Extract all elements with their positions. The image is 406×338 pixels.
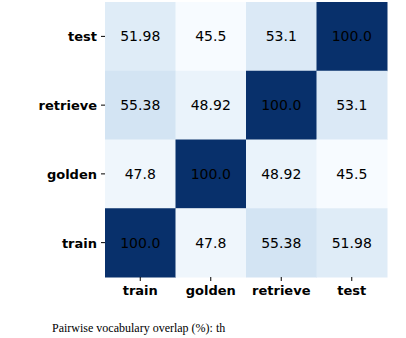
y-tick-label: retrieve [39,98,98,113]
x-tick-label: golden [186,283,236,298]
cell-label: 48.92 [261,166,301,182]
y-tick-label: golden [47,167,97,182]
cells [105,2,388,278]
heatmap-cell [176,140,247,209]
x-tick [140,277,141,281]
caption: Pairwise vocabulary overlap (%): th [52,321,225,335]
chart-svg: 51.98 45.5 53.1 100.0 55.38 48.92 100.0 53.1 47.… [0,0,406,338]
heatmap-cell [176,208,247,277]
cell-label: 53.1 [336,97,367,113]
heatmap-cell [176,2,247,71]
cell-label: 100.0 [191,166,231,182]
x-tick [351,277,352,281]
x-tick [281,277,282,281]
cell-label: 55.38 [261,235,301,251]
heatmap-cell [246,208,317,277]
heatmap-cell [317,2,388,71]
cell-label: 100.0 [120,235,160,251]
axes: train golden retrieve test test retrieve golde… [39,29,367,298]
y-tick-label: test [68,29,97,44]
heatmap-cell [246,140,317,209]
cell-label: 53.1 [266,28,297,44]
cell-label: 45.5 [195,28,226,44]
y-tick [101,36,105,37]
x-tick [210,277,211,281]
cell-label: 51.98 [332,235,372,251]
heatmap-cell [317,140,388,209]
x-tick-label: test [337,283,366,298]
x-tick-label: retrieve [252,283,311,298]
heatmap-cell [246,71,317,140]
heatmap-cell [317,71,388,140]
y-tick [101,173,105,174]
y-tick [101,105,105,106]
heatmap-cell [246,2,317,71]
cell-label: 51.98 [120,28,160,44]
cell-labels: 51.98 45.5 53.1 100.0 55.38 48.92 100.0 53.1 47.… [120,28,372,250]
heatmap-cell [317,208,388,277]
y-tick-label: train [62,236,97,251]
cell-label: 100.0 [261,97,301,113]
cell-label: 48.92 [191,97,231,113]
heatmap-cell [105,208,176,277]
chart-container: 51.98 45.5 53.1 100.0 55.38 48.92 100.0 53.1 47.… [0,0,406,338]
heatmap-cell [105,71,176,140]
cell-label: 45.5 [336,166,367,182]
heatmap-cell [105,2,176,71]
cell-label: 47.8 [125,166,156,182]
cell-label: 100.0 [332,28,372,44]
heatmap-cell [176,71,247,140]
cell-label: 47.8 [195,235,226,251]
cell-label: 55.38 [120,97,160,113]
x-tick-label: train [123,283,158,298]
heatmap-cell [105,140,176,209]
y-tick [101,242,105,243]
